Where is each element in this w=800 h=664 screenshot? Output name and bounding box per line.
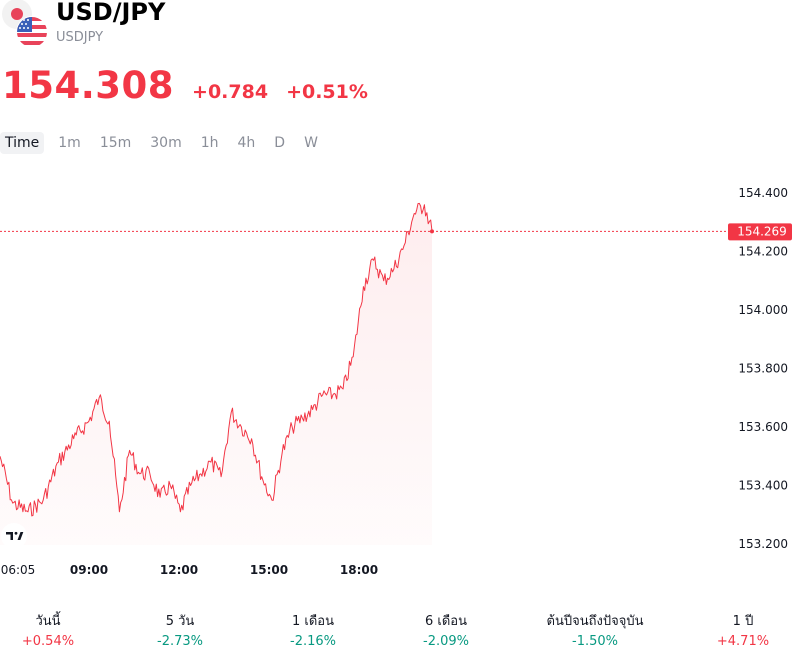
data-point bbox=[363, 286, 364, 287]
performance-item[interactable]: ต้นปีจนถึงปัจจุบัน -1.50% bbox=[540, 612, 650, 649]
data-point bbox=[322, 394, 323, 395]
quote-row: 154.308 +0.784 +0.51% bbox=[2, 64, 368, 107]
data-point bbox=[231, 412, 232, 413]
y-tick-label: 154.200 bbox=[738, 245, 788, 259]
performance-value: -1.50% bbox=[572, 634, 618, 649]
performance-label: 6 เดือน bbox=[425, 614, 467, 629]
data-point bbox=[332, 394, 333, 395]
data-point bbox=[373, 260, 374, 261]
performance-value: +0.54% bbox=[21, 634, 75, 649]
y-tick-label: 153.800 bbox=[738, 362, 788, 376]
data-point bbox=[180, 511, 181, 512]
performance-value: -2.09% bbox=[423, 634, 469, 649]
x-tick-label: 12:00 bbox=[160, 563, 198, 577]
data-point bbox=[342, 388, 343, 389]
performance-item[interactable]: 1 ปี +4.71% bbox=[688, 612, 798, 649]
tab-1h[interactable]: 1h bbox=[200, 135, 219, 151]
tab-w[interactable]: W bbox=[304, 135, 318, 151]
performance-label: 5 วัน bbox=[165, 614, 195, 629]
price-change-percent: +0.51% bbox=[286, 81, 368, 103]
data-point bbox=[241, 426, 242, 427]
tab-d[interactable]: D bbox=[274, 135, 286, 151]
x-tick-label: 06:05 bbox=[1, 563, 36, 577]
data-point bbox=[170, 485, 171, 486]
symbol-ticker: USDJPY bbox=[56, 30, 104, 45]
price-change: +0.784 bbox=[192, 81, 269, 103]
y-tick-label: 153.600 bbox=[738, 420, 788, 434]
tab-15m[interactable]: 15m bbox=[99, 135, 132, 151]
data-point bbox=[139, 473, 140, 474]
performance-label: ต้นปีจนถึงปัจจุบัน bbox=[546, 614, 644, 629]
last-price: 154.308 bbox=[2, 64, 175, 107]
y-tick-label: 153.200 bbox=[738, 537, 788, 551]
data-point bbox=[414, 213, 415, 214]
data-point bbox=[312, 409, 313, 410]
data-point bbox=[353, 356, 354, 357]
data-point bbox=[149, 473, 150, 474]
x-tick-label: 09:00 bbox=[70, 563, 108, 577]
data-point bbox=[73, 438, 74, 439]
data-point bbox=[302, 418, 303, 419]
tab-30m[interactable]: 30m bbox=[150, 135, 182, 151]
data-point bbox=[99, 397, 100, 398]
last-price-badge bbox=[728, 223, 792, 241]
performance-item[interactable]: 6 เดือน -2.09% bbox=[391, 612, 501, 649]
tab-1m[interactable]: 1m bbox=[58, 135, 81, 151]
data-point bbox=[27, 511, 28, 512]
data-point bbox=[109, 421, 110, 422]
data-point bbox=[12, 502, 13, 503]
tab-4h[interactable]: 4h bbox=[237, 135, 256, 151]
series-line bbox=[0, 202, 433, 517]
last-point-marker bbox=[430, 229, 434, 234]
symbol-title: USD/JPY bbox=[56, 0, 166, 26]
y-tick-label: 153.400 bbox=[738, 479, 788, 493]
x-tick-label: 15:00 bbox=[250, 563, 288, 577]
data-point bbox=[271, 500, 272, 501]
last-price-label: 154.269 bbox=[737, 224, 787, 238]
performance-label: 1 ปี bbox=[732, 614, 754, 629]
performance-value: +4.71% bbox=[716, 634, 770, 649]
performance-item[interactable]: 5 วัน -2.73% bbox=[125, 612, 235, 649]
data-point bbox=[88, 421, 89, 422]
data-point bbox=[129, 450, 130, 451]
series-area bbox=[0, 203, 432, 545]
tradingview-logo-icon[interactable] bbox=[0, 522, 28, 550]
data-point bbox=[220, 476, 221, 477]
data-point bbox=[159, 497, 160, 498]
tab-time[interactable]: Time bbox=[0, 132, 45, 154]
data-point bbox=[383, 280, 384, 281]
data-point bbox=[292, 426, 293, 427]
currency-flags-icon bbox=[0, 0, 52, 52]
performance-value: -2.73% bbox=[157, 634, 203, 649]
data-point bbox=[403, 245, 404, 246]
data-point bbox=[43, 500, 44, 501]
performance-label: 1 เดือน bbox=[292, 614, 334, 629]
performance-bar: วันนี้ +0.54% 5 วัน -2.73% 1 เดือน -2.16% 6 เด… bbox=[0, 612, 800, 662]
timeframe-tabs: Time 1m 15m 30m 1h 4h D W bbox=[0, 132, 332, 154]
data-point bbox=[190, 485, 191, 486]
performance-item[interactable]: 1 เดือน -2.16% bbox=[258, 612, 368, 649]
data-point bbox=[119, 511, 120, 512]
data-point bbox=[251, 438, 252, 439]
performance-item[interactable]: วันนี้ +0.54% bbox=[0, 612, 103, 649]
y-tick-label: 154.000 bbox=[738, 303, 788, 317]
performance-label: วันนี้ bbox=[35, 614, 61, 629]
x-tick-label: 18:00 bbox=[340, 563, 378, 577]
price-chart[interactable]: 154.269 154.400 154.200 154.000 153.800 153.6… bbox=[0, 160, 800, 580]
data-point bbox=[261, 476, 262, 477]
performance-value: -2.16% bbox=[290, 634, 336, 649]
y-tick-label: 154.400 bbox=[738, 186, 788, 200]
data-point bbox=[424, 204, 425, 205]
data-point bbox=[281, 453, 282, 454]
data-point bbox=[58, 462, 59, 463]
data-point bbox=[200, 473, 201, 474]
data-point bbox=[210, 462, 211, 463]
data-point bbox=[393, 268, 394, 269]
